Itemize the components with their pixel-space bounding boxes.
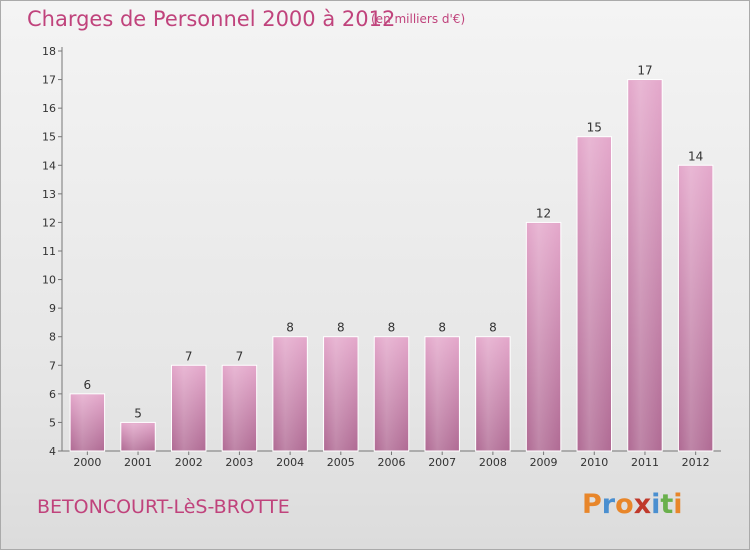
x-tick-label: 2012 xyxy=(682,456,710,469)
proxiti-logo[interactable]: Proxiti xyxy=(582,489,683,520)
logo-letter: r xyxy=(601,489,616,520)
data-label: 17 xyxy=(637,64,652,78)
x-tick-label: 2004 xyxy=(276,456,304,469)
chart-subtitle: (en milliers d'€) xyxy=(371,12,466,26)
x-tick-label: 2006 xyxy=(378,456,406,469)
bar-highlight xyxy=(223,366,256,451)
data-label: 8 xyxy=(489,321,497,335)
logo-letter: o xyxy=(615,489,634,520)
data-label: 5 xyxy=(134,406,142,420)
bar-highlight xyxy=(71,394,104,451)
bar-highlight xyxy=(273,337,307,451)
bar-highlight xyxy=(578,137,611,451)
bar-highlight xyxy=(679,166,712,452)
data-label: 12 xyxy=(536,206,551,220)
logo-letter: t xyxy=(660,489,674,520)
chart-axes: 4 5 6 7 8 9 10 11 12 13 14 15 16 17 18 2000 2001 2002 2003… xyxy=(42,45,721,469)
logo-letter: i xyxy=(673,489,683,520)
bar-highlight xyxy=(476,337,510,451)
data-label: 8 xyxy=(438,321,446,335)
y-tick-label: 15 xyxy=(42,131,56,144)
y-tick-label: 5 xyxy=(49,416,56,429)
y-tick-label: 14 xyxy=(42,159,56,172)
y-tick-label: 7 xyxy=(49,359,56,372)
y-tick-label: 16 xyxy=(42,102,56,115)
data-label: 6 xyxy=(84,378,92,392)
bar-highlight xyxy=(425,337,459,451)
data-label: 8 xyxy=(388,321,396,335)
bar-highlight xyxy=(527,223,560,451)
bar-series xyxy=(69,79,714,452)
y-tick-label: 4 xyxy=(49,445,56,458)
y-tick-label: 13 xyxy=(42,188,56,201)
data-labels: 6 5 7 7 8 8 8 8 8 12 15 17 14 xyxy=(84,64,704,421)
y-tick-label: 12 xyxy=(42,216,56,229)
x-tick-label: 2007 xyxy=(428,456,456,469)
y-tick-label: 17 xyxy=(42,74,56,87)
data-label: 14 xyxy=(688,149,703,163)
bar-highlight xyxy=(172,366,205,451)
x-tick-label: 2003 xyxy=(225,456,253,469)
x-tick-label: 2001 xyxy=(124,456,152,469)
logo-letter: P xyxy=(582,489,602,520)
data-label: 8 xyxy=(337,321,345,335)
x-tick-label: 2005 xyxy=(327,456,355,469)
data-label: 7 xyxy=(236,349,244,363)
y-tick-label: 8 xyxy=(49,331,56,344)
data-label: 7 xyxy=(185,349,193,363)
x-tick-label: 2008 xyxy=(479,456,507,469)
x-tick-label: 2000 xyxy=(73,456,101,469)
x-tick-label: 2010 xyxy=(580,456,608,469)
x-tick-label: 2009 xyxy=(530,456,558,469)
x-tick-label: 2002 xyxy=(175,456,203,469)
data-label: 15 xyxy=(587,121,602,135)
logo-letter: i xyxy=(651,489,661,520)
x-tick-label: 2011 xyxy=(631,456,659,469)
logo-letter: x xyxy=(633,489,652,520)
data-label: 8 xyxy=(286,321,294,335)
commune-name: BETONCOURT-LèS-BROTTE xyxy=(37,496,290,518)
chart-title: Charges de Personnel 2000 à 2012 xyxy=(27,7,396,31)
bar-highlight xyxy=(628,80,662,452)
bar-highlight xyxy=(324,337,358,451)
y-tick-label: 9 xyxy=(49,302,56,315)
bar-highlight xyxy=(375,337,408,451)
bar-highlight xyxy=(121,423,155,451)
y-tick-label: 11 xyxy=(42,245,56,258)
y-tick-label: 10 xyxy=(42,274,56,287)
y-tick-label: 18 xyxy=(42,45,56,58)
y-tick-label: 6 xyxy=(49,388,56,401)
